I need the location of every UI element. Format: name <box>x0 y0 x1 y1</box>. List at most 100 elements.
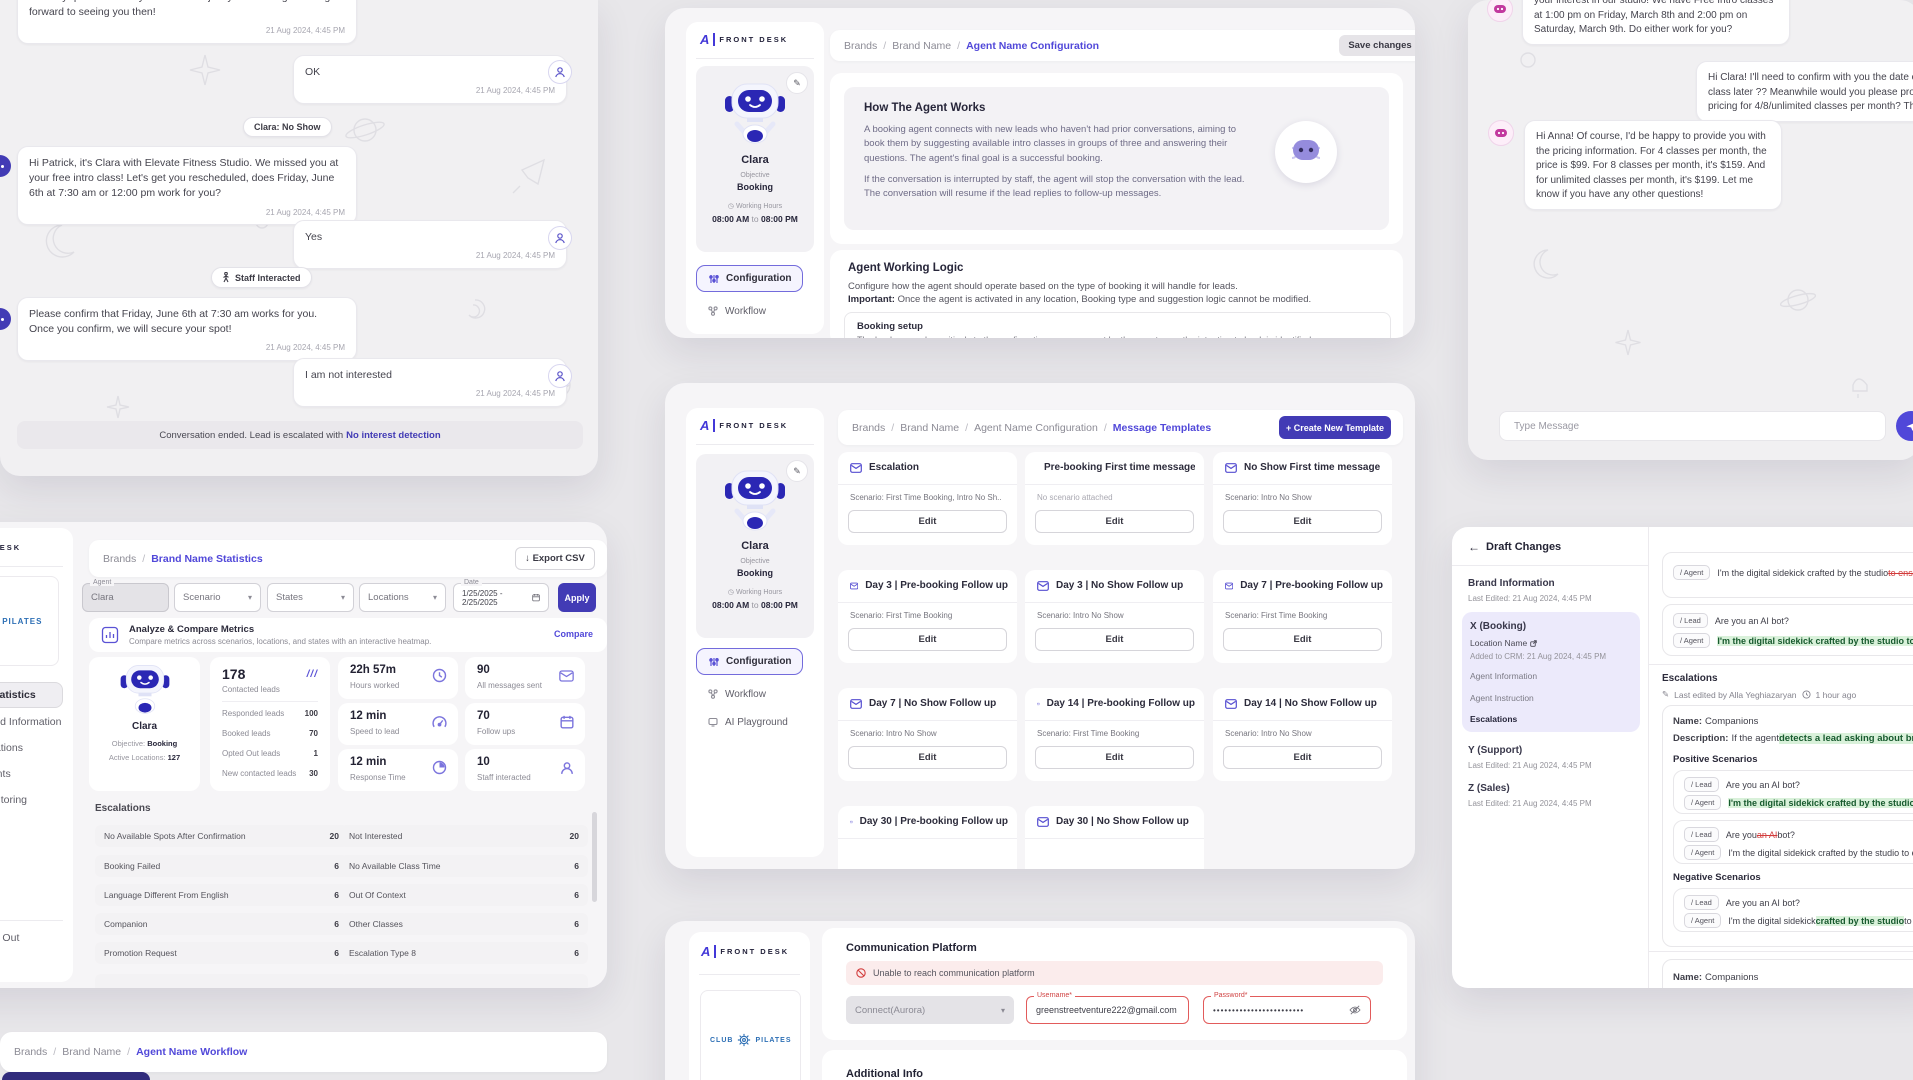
scenario-filter[interactable]: Scenario ▾ <box>174 583 261 612</box>
working-hours-value: 08:00 AM to 08:00 PM <box>712 214 798 224</box>
sidebar-item-statistics[interactable]: Statistics <box>0 682 63 708</box>
username-field[interactable]: Username* greenstreetventure222@gmail.co… <box>1026 992 1189 1024</box>
escalation-detail-card: Name: Companions Description: If the agent… <box>1662 705 1913 947</box>
sidebar-item-brand-information[interactable]: Brand Information <box>0 716 62 728</box>
edit-agent-button[interactable]: ✎ <box>786 460 808 482</box>
workflow-dark-button[interactable] <box>2 1072 150 1080</box>
eye-off-icon[interactable] <box>1349 1005 1361 1015</box>
password-field[interactable]: Password* •••••••••••••••••••••••• <box>1203 992 1371 1024</box>
sidebar-item-workflow[interactable]: Workflow <box>696 684 818 704</box>
pilates-text: PILATES <box>755 1036 792 1044</box>
sidebar-item-workflow[interactable]: Workflow <box>696 301 818 321</box>
sidebar-item-label: Configuration <box>726 656 792 667</box>
envelope-icon <box>1037 580 1049 591</box>
sidebar-item-monitoring[interactable]: Monitoring <box>0 794 28 806</box>
breadcrumb-brands[interactable]: Brands <box>852 421 886 434</box>
error-text: Unable to reach communication platform <box>873 968 1035 978</box>
breadcrumb-brands[interactable]: Brands <box>844 39 878 52</box>
agent-objective: Objective: Booking <box>111 739 178 748</box>
states-filter[interactable]: States ▾ <box>267 583 354 612</box>
agent-avatar <box>0 308 11 330</box>
sidebar-item-agents[interactable]: Agents <box>0 768 11 780</box>
objective-label: Objective <box>740 172 770 179</box>
nav-escalations[interactable]: Escalations <box>1470 714 1518 724</box>
compare-metrics-card: Analyze & Compare Metrics Compare metric… <box>89 618 607 652</box>
states-placeholder: States <box>276 592 303 603</box>
scrollbar[interactable] <box>592 812 597 902</box>
sidebar-item-locations[interactable]: Locations <box>0 742 23 754</box>
agent-profile-card: ✎ Clara Objective Booking ◷ Working Hour… <box>696 66 814 252</box>
nav-x-booking-block[interactable]: X (Booking) Location Name Added to CRM: … <box>1462 612 1640 732</box>
agent-name: Clara <box>741 540 769 552</box>
breadcrumb-brands[interactable]: Brands <box>14 1046 48 1058</box>
template-card-day14-noshow: Day 14 | No Show Follow up Scenario: Int… <box>1213 688 1392 781</box>
export-csv-button[interactable]: ↓ Export CSV <box>515 547 595 570</box>
lead-chip: / Lead <box>1684 777 1719 792</box>
message-text: Hi Patrick, it's Clara with Elevate Fitn… <box>29 157 339 200</box>
location-name-link[interactable]: Location Name <box>1470 638 1537 648</box>
pilates-gear-icon <box>738 1033 751 1047</box>
edit-template-button[interactable]: Edit <box>1223 628 1382 651</box>
breadcrumb-current: Agent Name Configuration <box>966 39 1100 52</box>
breadcrumb: Brands / Brand Name / Agent Name Configura… <box>838 410 1403 445</box>
back-button[interactable]: ← <box>1468 540 1480 554</box>
workflow-breadcrumb-bar: Brands / Brand Name / Agent Name Workflow <box>0 1032 607 1072</box>
message-timestamp: 21 Aug 2024, 4:45 PM <box>475 251 555 261</box>
edit-template-button[interactable]: Edit <box>1035 746 1194 769</box>
nav-y-support[interactable]: Y (Support) <box>1468 745 1523 756</box>
edit-template-button[interactable]: Edit <box>1035 510 1194 533</box>
breadcrumb-agent-config[interactable]: Agent Name Configuration <box>974 421 1098 434</box>
lead-chip: / Lead <box>1684 895 1719 910</box>
nav-agent-instruction[interactable]: Agent Instruction <box>1470 693 1534 703</box>
person-icon <box>555 67 565 78</box>
breadcrumb-brands[interactable]: Brands <box>103 552 137 565</box>
logic-description: Configure how the agent should operate b… <box>848 281 1238 292</box>
breadcrumb-brand-name[interactable]: Brand Name <box>892 39 952 52</box>
agent-filter[interactable]: Agent Clara <box>82 579 169 612</box>
breadcrumb-brand-name[interactable]: Brand Name <box>62 1046 122 1058</box>
message-input[interactable]: Type Message <box>1499 411 1886 441</box>
mail-icon <box>559 670 574 682</box>
message-timestamp: 21 Aug 2024, 4:45 PM <box>265 343 345 353</box>
breadcrumb-brand-name[interactable]: Brand Name <box>900 421 960 434</box>
edit-template-button[interactable]: Edit <box>1223 746 1382 769</box>
metric-response-time: 12 min Response Time <box>338 749 458 791</box>
template-card-noshow-first: No Show First time message Scenario: Int… <box>1213 452 1392 545</box>
edit-template-button[interactable]: Edit <box>848 510 1007 533</box>
template-card-day3-noshow: Day 3 | No Show Follow up Scenario: Intr… <box>1025 570 1204 663</box>
create-new-template-button[interactable]: + Create New Template <box>1279 416 1391 439</box>
chat-message-lead: OK 21 Aug 2024, 4:45 PM <box>293 55 567 104</box>
error-icon <box>856 968 866 978</box>
edit-template-button[interactable]: Edit <box>1223 510 1382 533</box>
connect-select[interactable]: Connect(Aurora) ▾ <box>846 996 1014 1024</box>
clock-icon <box>432 668 447 683</box>
edit-template-button[interactable]: Edit <box>848 746 1007 769</box>
compare-link[interactable]: Compare <box>553 629 593 639</box>
diff-card-lead-agent: / Lead Are you an AI bot? / Agent I'm the … <box>1662 604 1913 656</box>
sidebar-item-configuration[interactable]: Configuration <box>696 265 803 292</box>
contacted-label: Contacted leads <box>222 685 280 694</box>
sidebar-item-ai-playground[interactable]: AI Playground <box>696 712 818 732</box>
send-button[interactable] <box>1896 411 1913 441</box>
date-range-filter[interactable]: Date 1/25/2025 - 2/25/2025 <box>453 579 549 612</box>
template-card-day7-noshow: Day 7 | No Show Follow up Scenario: Intr… <box>838 688 1017 781</box>
agent-filter-value: Clara <box>91 592 114 603</box>
sidebar-item-logout[interactable]: Log Out <box>0 932 20 944</box>
nav-brand-information[interactable]: Brand Information <box>1468 578 1555 589</box>
edit-template-button[interactable]: Edit <box>848 628 1007 651</box>
nav-x-crm-date: Added to CRM: 21 Aug 2024, 4:45 PM <box>1470 652 1607 661</box>
logo-mark: A <box>700 418 710 433</box>
sparkline-icon: /// <box>306 669 318 680</box>
edit-agent-button[interactable]: ✎ <box>786 72 808 94</box>
nav-z-sales[interactable]: Z (Sales) <box>1468 783 1510 794</box>
chat-message-agent: Please confirm that Friday, June 6th at … <box>17 297 357 362</box>
sidebar-item-ai-playground[interactable]: AI Playground <box>696 329 818 335</box>
edit-template-button[interactable]: Edit <box>1035 628 1194 651</box>
save-changes-button[interactable]: Save changes <box>1339 35 1415 56</box>
lead-row: New contacted leads 30 <box>222 769 318 778</box>
sidebar-item-configuration[interactable]: Configuration <box>696 648 803 675</box>
locations-filter[interactable]: Locations ▾ <box>359 583 446 612</box>
apply-button[interactable]: Apply <box>558 583 596 612</box>
nav-agent-information[interactable]: Agent Information <box>1470 671 1538 681</box>
communication-platform-card: Communication Platform Unable to reach c… <box>822 928 1407 1040</box>
